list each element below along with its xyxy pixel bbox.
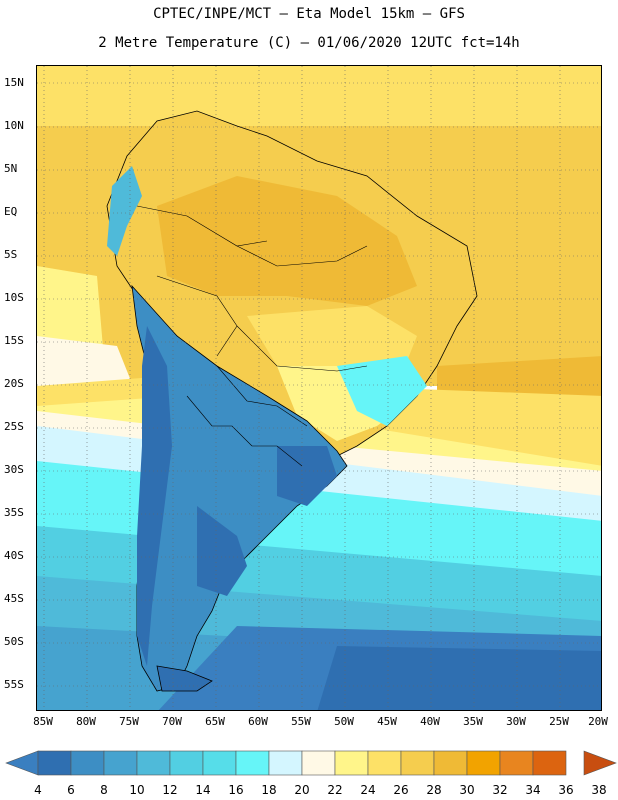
colorbar-label: 6 <box>67 783 75 797</box>
colorbar-swatch <box>136 750 171 776</box>
uruguay-region <box>277 446 337 506</box>
colorbar-swatch <box>433 750 468 776</box>
chart-title-line1: CPTEC/INPE/MCT – Eta Model 15km – GFS <box>153 6 465 22</box>
andes-south <box>137 326 172 666</box>
lon-label: 20W <box>588 715 608 728</box>
colorbar-swatch <box>169 750 204 776</box>
colorbar-label: 14 <box>195 783 211 797</box>
colorbar-label: 34 <box>525 783 541 797</box>
lat-label: 20S <box>4 377 24 390</box>
lon-label: 45W <box>377 715 397 728</box>
lon-label: 30W <box>506 715 526 728</box>
lat-label: 5N <box>4 162 18 175</box>
lat-label: 15N <box>4 76 24 89</box>
lon-label: 25W <box>549 715 569 728</box>
colorbar-label: 26 <box>393 783 409 797</box>
lat-label: 45S <box>4 592 24 605</box>
lat-label: EQ <box>4 205 18 218</box>
lat-label: 40S <box>4 549 24 562</box>
colorbar-swatch <box>532 750 567 776</box>
colorbar-swatch <box>235 750 270 776</box>
colorbar-swatch <box>466 750 501 776</box>
colorbar-label: 8 <box>100 783 108 797</box>
colorbar-label: 10 <box>129 783 145 797</box>
colorbar-label: 12 <box>162 783 178 797</box>
colorbar-swatch <box>37 750 72 776</box>
colorbar-label: 24 <box>360 783 376 797</box>
lat-label: 10N <box>4 119 24 132</box>
lon-label: 35W <box>463 715 483 728</box>
ocean-band <box>317 646 601 710</box>
lon-label: 60W <box>248 715 268 728</box>
lon-label: 65W <box>205 715 225 728</box>
lat-label: 5S <box>4 248 18 261</box>
lon-label: 70W <box>162 715 182 728</box>
lon-label: 50W <box>334 715 354 728</box>
colorbar-swatch <box>268 750 303 776</box>
temperature-map <box>36 65 602 711</box>
colorbar-swatch <box>301 750 336 776</box>
colorbar-swatch <box>70 750 105 776</box>
southeast-cool <box>337 356 427 426</box>
chart-title-line2: 2 Metre Temperature (C) – 01/06/2020 12U… <box>98 35 520 51</box>
lon-label: 85W <box>33 715 53 728</box>
colorbar-label: 30 <box>459 783 475 797</box>
colorbar-swatch <box>400 750 435 776</box>
colorbar-label: 28 <box>426 783 442 797</box>
lon-label: 80W <box>76 715 96 728</box>
colorbar-arrow-right <box>583 750 617 776</box>
lat-label: 30S <box>4 463 24 476</box>
amazon-basin <box>157 176 417 306</box>
colorbar-label: 20 <box>294 783 310 797</box>
lat-label: 15S <box>4 334 24 347</box>
ocean-band <box>37 66 601 126</box>
colorbar <box>5 750 617 776</box>
colorbar-label: 16 <box>228 783 244 797</box>
map-graphic <box>37 66 601 710</box>
colorbar-label: 18 <box>261 783 277 797</box>
patagonia <box>197 506 247 596</box>
colorbar-swatch <box>334 750 369 776</box>
colorbar-label: 38 <box>591 783 607 797</box>
colorbar-swatch <box>202 750 237 776</box>
lon-label: 75W <box>119 715 139 728</box>
colorbar-label: 36 <box>558 783 574 797</box>
colorbar-swatch <box>499 750 534 776</box>
colorbar-label: 4 <box>34 783 42 797</box>
colorbar-swatch <box>103 750 138 776</box>
colorbar-swatch <box>367 750 402 776</box>
colorbar-arrow-left <box>5 750 39 776</box>
andes-north <box>107 166 142 256</box>
lon-label: 40W <box>420 715 440 728</box>
lat-label: 35S <box>4 506 24 519</box>
colorbar-label: 32 <box>492 783 508 797</box>
colorbar-label: 22 <box>327 783 343 797</box>
lat-label: 25S <box>4 420 24 433</box>
lat-label: 10S <box>4 291 24 304</box>
lat-label: 50S <box>4 635 24 648</box>
lat-label: 55S <box>4 678 24 691</box>
lon-label: 55W <box>291 715 311 728</box>
tierra-del-fuego <box>156 665 213 692</box>
